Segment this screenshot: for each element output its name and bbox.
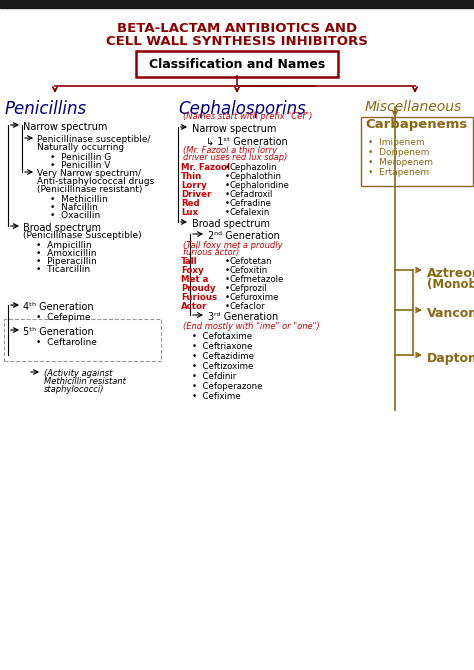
Text: (Monobactam): (Monobactam) <box>427 278 474 291</box>
Text: •  Ceftriaxone: • Ceftriaxone <box>192 342 252 351</box>
Text: ↳ 1ˢᵗ Generation: ↳ 1ˢᵗ Generation <box>206 136 288 146</box>
FancyBboxPatch shape <box>4 319 161 361</box>
FancyBboxPatch shape <box>361 117 473 186</box>
Text: furious actor): furious actor) <box>183 248 239 257</box>
Text: •: • <box>225 163 230 172</box>
Text: CELL WALL SYNTHESIS INHIBITORS: CELL WALL SYNTHESIS INHIBITORS <box>106 35 368 48</box>
Text: Narrow spectrum: Narrow spectrum <box>192 124 276 134</box>
Text: Very Narrow spectrum/: Very Narrow spectrum/ <box>37 169 141 178</box>
Text: •  Cefoperazone: • Cefoperazone <box>192 382 263 391</box>
Text: (Penicillinase Susceptible): (Penicillinase Susceptible) <box>23 231 142 240</box>
Text: 3ʳᵈ Generation: 3ʳᵈ Generation <box>208 312 278 322</box>
Text: •  Ceftizoxime: • Ceftizoxime <box>192 362 254 371</box>
Text: (Tall foxy met a proudly: (Tall foxy met a proudly <box>183 241 283 250</box>
Text: Carbapenems: Carbapenems <box>365 118 467 131</box>
Text: Cefmetazole: Cefmetazole <box>230 275 284 284</box>
Text: •: • <box>225 172 230 181</box>
Text: Miscellaneous: Miscellaneous <box>365 100 462 114</box>
FancyBboxPatch shape <box>136 51 338 77</box>
Text: Foxy: Foxy <box>181 266 204 275</box>
Text: Anti-staphylococcal drugs: Anti-staphylococcal drugs <box>37 177 154 186</box>
Text: •  Doripenem: • Doripenem <box>368 148 429 157</box>
Text: Cefuroxime: Cefuroxime <box>230 293 280 302</box>
Text: Cefotetan: Cefotetan <box>230 257 273 266</box>
Text: Lux: Lux <box>181 208 198 217</box>
Text: •: • <box>225 190 230 199</box>
Text: Vancomycin: Vancomycin <box>427 307 474 320</box>
Text: Cefprozil: Cefprozil <box>230 284 268 293</box>
Text: •: • <box>225 257 230 266</box>
Text: •  Oxacillin: • Oxacillin <box>50 211 100 220</box>
Text: (End mostly with "ime" or "one"): (End mostly with "ime" or "one") <box>183 322 320 331</box>
Text: •  Penicillin G: • Penicillin G <box>50 153 111 162</box>
Text: (Mr. Fazool a thin lorry: (Mr. Fazool a thin lorry <box>183 146 277 155</box>
Text: •  Nafcillin: • Nafcillin <box>50 203 98 212</box>
Text: Actor: Actor <box>181 302 207 311</box>
Text: Cephazolin: Cephazolin <box>230 163 278 172</box>
Text: Cefalexin: Cefalexin <box>230 208 270 217</box>
Text: 5ᵗʰ Generation: 5ᵗʰ Generation <box>23 327 94 337</box>
Text: Cephaloridine: Cephaloridine <box>230 181 290 190</box>
Text: Narrow spectrum: Narrow spectrum <box>23 122 108 132</box>
Text: Mr. Fazool: Mr. Fazool <box>181 163 230 172</box>
Text: •  Piperacillin: • Piperacillin <box>36 257 97 266</box>
Text: Cefadroxil: Cefadroxil <box>230 190 273 199</box>
Text: •  Ertapenem: • Ertapenem <box>368 168 429 177</box>
Text: Broad spectrum: Broad spectrum <box>192 219 270 229</box>
Text: Aztreonam: Aztreonam <box>427 267 474 280</box>
Text: Penicillinase susceptible/: Penicillinase susceptible/ <box>37 135 151 144</box>
Text: •  Meropenem: • Meropenem <box>368 158 433 167</box>
Text: •: • <box>225 266 230 275</box>
Text: staphylococci): staphylococci) <box>44 385 104 394</box>
Text: •  Ampicillin: • Ampicillin <box>36 241 91 250</box>
Text: Cefradine: Cefradine <box>230 199 272 208</box>
Text: BETA-LACTAM ANTIBIOTICS AND: BETA-LACTAM ANTIBIOTICS AND <box>117 22 357 35</box>
Text: Naturally occurring: Naturally occurring <box>37 143 124 152</box>
Text: (Activity against: (Activity against <box>44 369 112 378</box>
Text: Red: Red <box>181 199 200 208</box>
Text: Cefoxitin: Cefoxitin <box>230 266 268 275</box>
Text: •: • <box>225 293 230 302</box>
Text: •  Penicillin V: • Penicillin V <box>50 161 110 170</box>
Text: Classification and Names: Classification and Names <box>149 58 325 70</box>
Text: •  Imipenem: • Imipenem <box>368 138 425 147</box>
Text: •: • <box>225 302 230 311</box>
Text: •  Cefixime: • Cefixime <box>192 392 241 401</box>
Text: •  Cefdinir: • Cefdinir <box>192 372 236 381</box>
Text: Lorry: Lorry <box>181 181 207 190</box>
Text: •  Methicillin: • Methicillin <box>50 195 108 204</box>
Text: driver uses red lux soap): driver uses red lux soap) <box>183 153 287 162</box>
Bar <box>0 0 474 8</box>
Text: Tall: Tall <box>181 257 198 266</box>
Text: Daptomycin: Daptomycin <box>427 352 474 365</box>
Text: Proudy: Proudy <box>181 284 216 293</box>
Text: Cephalothin: Cephalothin <box>230 172 282 181</box>
Text: •: • <box>225 208 230 217</box>
Text: •  Cefepime: • Cefepime <box>36 313 91 322</box>
Text: (Names start with prefix "Cef"): (Names start with prefix "Cef") <box>183 112 312 121</box>
Text: 2ⁿᵈ Generation: 2ⁿᵈ Generation <box>208 231 280 241</box>
Text: •  Ceftazidime: • Ceftazidime <box>192 352 254 361</box>
Text: •: • <box>225 199 230 208</box>
Text: •  Ceftaroline: • Ceftaroline <box>36 338 97 347</box>
Text: Cefaclor: Cefaclor <box>230 302 265 311</box>
Text: •: • <box>225 275 230 284</box>
Text: Penicillins: Penicillins <box>5 100 87 118</box>
Text: •: • <box>225 284 230 293</box>
Text: Methicillin resistant: Methicillin resistant <box>44 377 126 386</box>
Text: Driver: Driver <box>181 190 211 199</box>
Text: •  Cefotaxime: • Cefotaxime <box>192 332 252 341</box>
Text: Furious: Furious <box>181 293 217 302</box>
Text: •  Amoxicillin: • Amoxicillin <box>36 249 97 258</box>
Text: Cephalosporins: Cephalosporins <box>178 100 306 118</box>
Text: Broad spectrum: Broad spectrum <box>23 223 101 233</box>
Text: 4ᵗʰ Generation: 4ᵗʰ Generation <box>23 302 94 312</box>
Text: Thin: Thin <box>181 172 202 181</box>
Text: •  Ticarcillin: • Ticarcillin <box>36 265 90 274</box>
Text: Met a: Met a <box>181 275 209 284</box>
Text: •: • <box>225 181 230 190</box>
Text: (Penicillinase resistant): (Penicillinase resistant) <box>37 185 142 194</box>
